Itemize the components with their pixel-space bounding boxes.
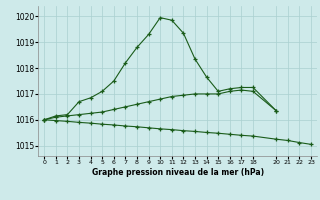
- X-axis label: Graphe pression niveau de la mer (hPa): Graphe pression niveau de la mer (hPa): [92, 168, 264, 177]
